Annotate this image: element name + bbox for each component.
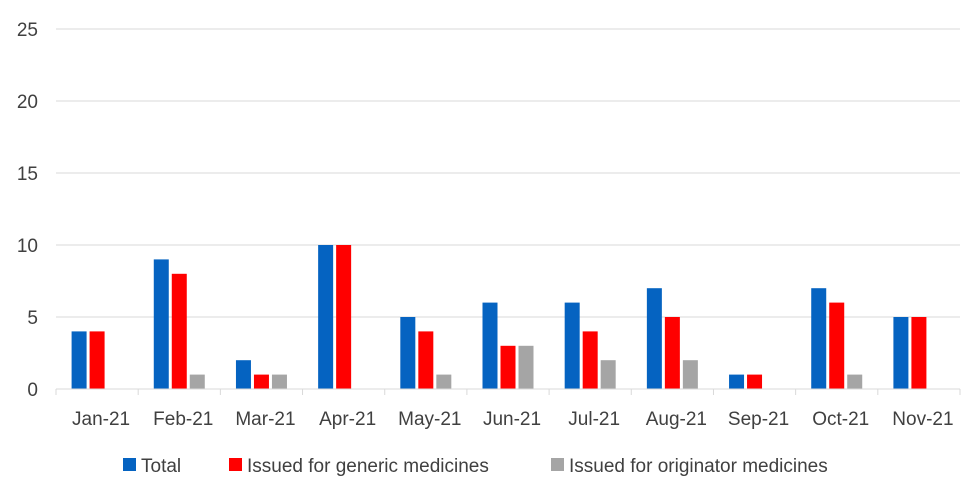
bar bbox=[271, 374, 287, 389]
y-tick-label: 0 bbox=[27, 380, 38, 401]
bar bbox=[811, 288, 827, 389]
legend-label: Issued for originator medicines bbox=[569, 456, 828, 477]
y-tick-label: 10 bbox=[17, 236, 38, 257]
y-tick-label: 5 bbox=[27, 308, 38, 329]
bar bbox=[71, 331, 87, 389]
legend-item-originator: Issued for originator medicines bbox=[551, 456, 828, 477]
bars bbox=[71, 245, 927, 389]
bar bbox=[664, 317, 680, 389]
y-axis-tick-labels: 0 5 10 15 20 25 bbox=[17, 20, 38, 401]
bar bbox=[582, 331, 598, 389]
legend-swatch bbox=[123, 458, 136, 471]
bar bbox=[400, 317, 416, 389]
legend: Total Issued for generic medicines Issue… bbox=[123, 456, 828, 477]
x-tick-label: Apr-21 bbox=[319, 409, 376, 430]
x-tick-label: Aug-21 bbox=[646, 409, 707, 430]
bar bbox=[729, 374, 745, 389]
bar bbox=[564, 302, 580, 389]
legend-swatch bbox=[229, 458, 242, 471]
bar bbox=[318, 245, 334, 389]
y-tick-label: 15 bbox=[17, 164, 38, 185]
x-tick-label: Jul-21 bbox=[568, 409, 620, 430]
gridlines bbox=[56, 28, 960, 318]
x-tick-label: Jun-21 bbox=[483, 409, 541, 430]
legend-label: Total bbox=[141, 456, 181, 477]
bar bbox=[646, 288, 662, 389]
bar bbox=[436, 374, 452, 389]
bar bbox=[482, 302, 498, 389]
bar bbox=[418, 331, 434, 389]
bar bbox=[747, 374, 763, 389]
bar bbox=[235, 360, 251, 389]
x-tick-label: Mar-21 bbox=[235, 409, 295, 430]
legend-item-generic: Issued for generic medicines bbox=[229, 456, 489, 477]
x-tick-label: Nov-21 bbox=[892, 409, 953, 430]
x-tick-label: May-21 bbox=[398, 409, 461, 430]
bar bbox=[911, 317, 927, 389]
y-tick-label: 25 bbox=[17, 20, 38, 41]
bar bbox=[893, 317, 909, 389]
bar bbox=[253, 374, 269, 389]
x-tick-label: Feb-21 bbox=[153, 409, 213, 430]
bar bbox=[682, 360, 698, 389]
bar bbox=[829, 302, 845, 389]
bar bbox=[500, 345, 516, 389]
x-tick-label: Jan-21 bbox=[72, 409, 130, 430]
x-tick-label: Sep-21 bbox=[728, 409, 789, 430]
bar bbox=[847, 374, 863, 389]
legend-label: Issued for generic medicines bbox=[247, 456, 489, 477]
x-axis-tick-labels: Jan-21 Feb-21 Mar-21 Apr-21 May-21 Jun-2… bbox=[72, 409, 953, 430]
bar bbox=[189, 374, 205, 389]
bar bbox=[600, 360, 616, 389]
legend-item-total: Total bbox=[123, 456, 181, 477]
bar bbox=[336, 245, 352, 389]
legend-swatch bbox=[551, 458, 564, 471]
x-axis-ticks bbox=[55, 389, 961, 395]
bar bbox=[153, 259, 169, 389]
bar bbox=[518, 345, 534, 389]
bar bbox=[89, 331, 105, 389]
x-tick-label: Oct-21 bbox=[812, 409, 869, 430]
y-tick-label: 20 bbox=[17, 92, 38, 113]
bar bbox=[171, 273, 187, 389]
